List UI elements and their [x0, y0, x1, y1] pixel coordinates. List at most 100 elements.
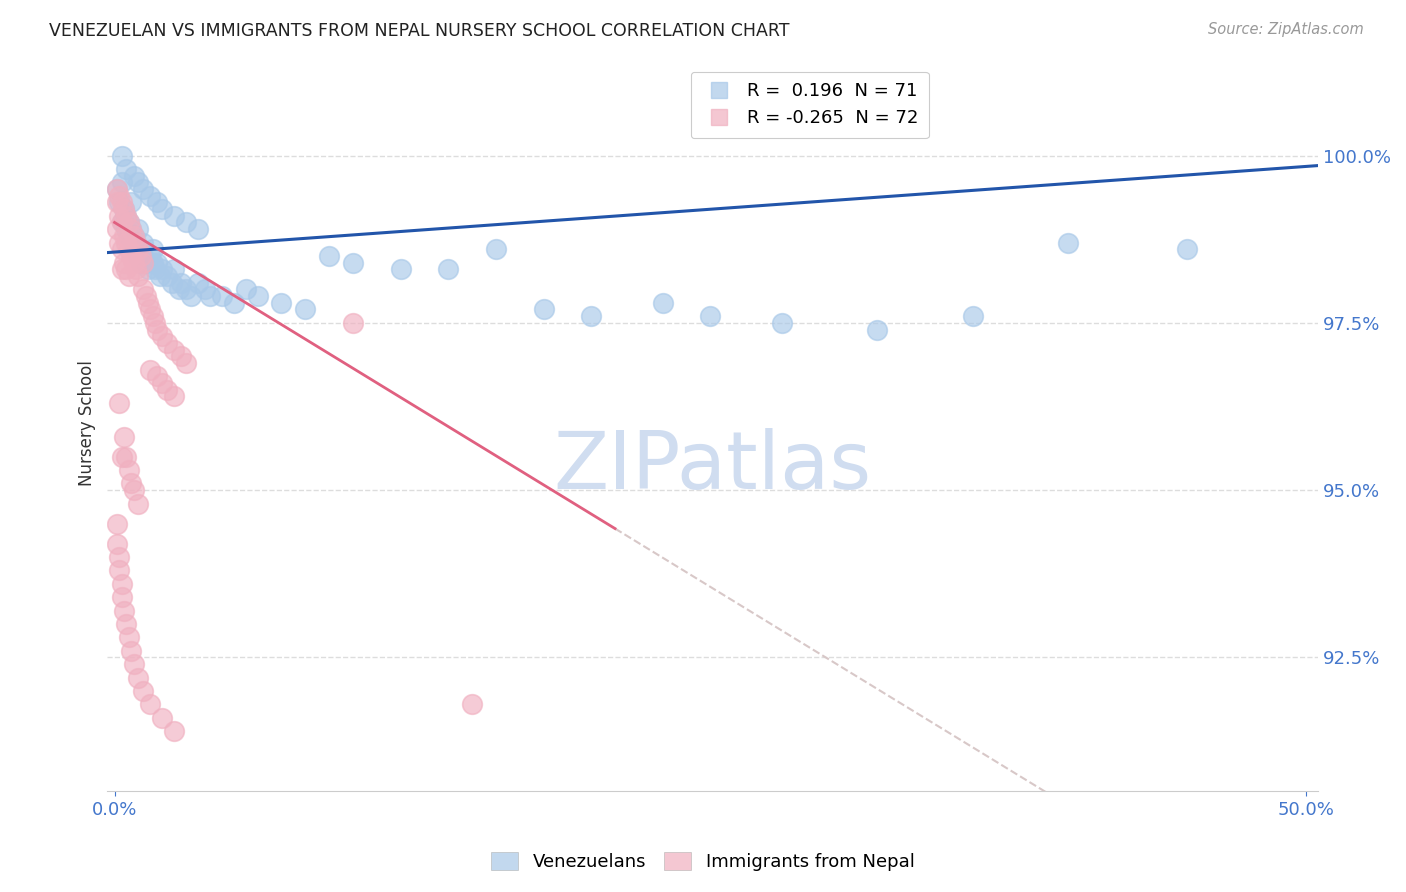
- Point: [163, 724, 186, 739]
- Point: [142, 309, 165, 323]
- Point: [770, 316, 793, 330]
- Point: [111, 195, 134, 210]
- Point: [139, 362, 162, 376]
- Point: [318, 249, 340, 263]
- Point: [163, 209, 186, 223]
- Point: [150, 202, 173, 216]
- Point: [108, 235, 131, 250]
- Point: [294, 302, 316, 317]
- Point: [105, 516, 128, 531]
- Point: [187, 276, 209, 290]
- Point: [112, 429, 135, 443]
- Point: [122, 255, 145, 269]
- Point: [170, 349, 193, 363]
- Point: [112, 202, 135, 216]
- Point: [139, 698, 162, 712]
- Point: [115, 450, 138, 464]
- Point: [120, 644, 142, 658]
- Point: [174, 356, 197, 370]
- Point: [125, 242, 148, 256]
- Point: [120, 195, 142, 210]
- Point: [246, 289, 269, 303]
- Point: [122, 169, 145, 183]
- Point: [111, 577, 134, 591]
- Point: [108, 188, 131, 202]
- Point: [150, 376, 173, 390]
- Point: [118, 215, 141, 229]
- Point: [108, 564, 131, 578]
- Point: [115, 222, 138, 236]
- Point: [115, 161, 138, 176]
- Text: Source: ZipAtlas.com: Source: ZipAtlas.com: [1208, 22, 1364, 37]
- Point: [167, 282, 190, 296]
- Point: [235, 282, 257, 296]
- Point: [115, 209, 138, 223]
- Point: [139, 302, 162, 317]
- Point: [198, 289, 221, 303]
- Point: [174, 215, 197, 229]
- Point: [132, 282, 155, 296]
- Point: [118, 631, 141, 645]
- Point: [108, 195, 131, 210]
- Point: [134, 255, 156, 269]
- Point: [132, 182, 155, 196]
- Point: [389, 262, 412, 277]
- Point: [111, 215, 134, 229]
- Point: [270, 295, 292, 310]
- Point: [108, 550, 131, 565]
- Point: [170, 276, 193, 290]
- Point: [122, 235, 145, 250]
- Point: [125, 235, 148, 250]
- Y-axis label: Nursery School: Nursery School: [79, 360, 96, 486]
- Point: [146, 195, 169, 210]
- Point: [127, 175, 149, 189]
- Point: [127, 671, 149, 685]
- Point: [1057, 235, 1080, 250]
- Point: [115, 617, 138, 632]
- Point: [118, 268, 141, 283]
- Point: [118, 228, 141, 243]
- Point: [156, 383, 179, 397]
- Point: [120, 476, 142, 491]
- Point: [136, 295, 159, 310]
- Point: [143, 262, 166, 277]
- Point: [132, 235, 155, 250]
- Point: [120, 222, 142, 236]
- Point: [127, 268, 149, 283]
- Point: [129, 255, 152, 269]
- Point: [579, 309, 602, 323]
- Point: [105, 182, 128, 196]
- Point: [485, 242, 508, 256]
- Point: [127, 222, 149, 236]
- Point: [136, 262, 159, 277]
- Point: [132, 255, 155, 269]
- Point: [139, 249, 162, 263]
- Text: VENEZUELAN VS IMMIGRANTS FROM NEPAL NURSERY SCHOOL CORRELATION CHART: VENEZUELAN VS IMMIGRANTS FROM NEPAL NURS…: [49, 22, 790, 40]
- Point: [132, 684, 155, 698]
- Point: [533, 302, 555, 317]
- Point: [105, 537, 128, 551]
- Point: [118, 463, 141, 477]
- Point: [111, 175, 134, 189]
- Point: [122, 657, 145, 672]
- Point: [163, 389, 186, 403]
- Point: [115, 209, 138, 223]
- Legend: Venezuelans, Immigrants from Nepal: Venezuelans, Immigrants from Nepal: [484, 845, 922, 879]
- Point: [163, 262, 186, 277]
- Point: [129, 249, 152, 263]
- Point: [194, 282, 217, 296]
- Point: [699, 309, 721, 323]
- Point: [163, 343, 186, 357]
- Point: [120, 222, 142, 236]
- Point: [127, 496, 149, 510]
- Point: [437, 262, 460, 277]
- Legend: R =  0.196  N = 71, R = -0.265  N = 72: R = 0.196 N = 71, R = -0.265 N = 72: [690, 71, 929, 138]
- Point: [142, 255, 165, 269]
- Point: [125, 235, 148, 250]
- Point: [127, 242, 149, 256]
- Point: [108, 209, 131, 223]
- Point: [150, 711, 173, 725]
- Point: [129, 242, 152, 256]
- Point: [156, 335, 179, 350]
- Point: [134, 289, 156, 303]
